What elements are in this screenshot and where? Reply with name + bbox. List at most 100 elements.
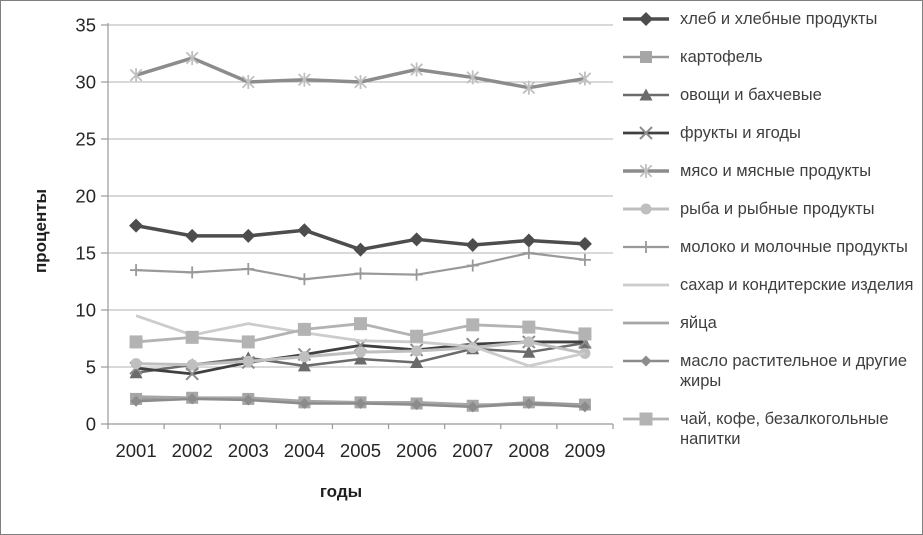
y-tick-label: 20 [75,186,96,207]
y-tick-label: 30 [75,72,96,93]
series-marker-diamond [355,397,366,409]
series-marker-diamond [467,401,479,413]
series-marker-triangle [354,352,367,365]
series-marker-square [639,412,653,426]
y-tick-label: 15 [75,243,96,264]
legend-swatch [623,88,669,101]
series-marker-square [410,329,424,343]
series-marker-asterisk [466,71,480,84]
legend-item-9: масло растительное и другие жиры [623,351,917,391]
series-marker-circle [640,203,652,215]
legend-swatch [623,164,669,178]
legend-item-0: хлеб и хлебные продукты [623,9,917,29]
series-marker-diamond [130,395,142,407]
series-marker-triangle [522,345,536,358]
series-7 [135,314,586,368]
legend-item-2: овощи и бахчевые [623,85,917,105]
x-tick-label: 2009 [564,440,605,461]
y-axis-title: проценты [31,188,50,273]
x-axis-title: годы [319,482,363,501]
series-marker-diamond [577,236,592,251]
series-marker-diamond [298,397,310,409]
series-marker-square [297,322,311,336]
legend-label: фрукты и ягоды [680,124,801,142]
legend-item-6: молоко и молочные продукты [623,237,917,257]
legend-swatch [623,355,669,367]
series-6 [130,247,591,286]
series-marker-triangle [129,366,143,379]
legend-label: овощи и бахчевые [680,86,822,104]
series-marker-diamond [521,233,536,248]
series-marker-asterisk [354,75,367,89]
series-marker-square [185,330,199,344]
legend-swatch [623,241,669,253]
series-marker-diamond [640,355,652,367]
series-marker-triangle [410,355,424,368]
series-marker-square [522,320,536,334]
x-tick-label: 2003 [228,440,269,461]
series-10 [129,317,592,349]
y-tick-label: 35 [75,15,96,36]
series-marker-diamond [409,232,424,247]
legend-swatch [623,126,669,140]
series-marker-square [640,51,652,63]
legend-swatch [623,283,669,287]
legend-label: чай, кофе, безалкогольные напитки [680,410,889,448]
legend-label: масло растительное и другие жиры [680,352,908,390]
legend-label: картофель [680,48,763,66]
series-marker-diamond [639,12,653,26]
series-marker-circle [130,358,142,370]
y-tick-label: 25 [75,129,96,150]
series-marker-triangle [639,88,653,101]
legend-label: молоко и молочные продукты [680,238,908,256]
legend-swatch [623,412,669,426]
series-line [135,314,586,368]
y-tick-label: 5 [86,357,96,378]
series-marker-diamond [186,393,198,405]
chart-legend: хлеб и хлебные продукты картофель овощи и … [623,9,917,467]
x-tick-label: 2005 [340,440,381,461]
legend-item-5: рыба и рыбные продукты [623,199,917,219]
series-marker-square [354,317,367,331]
series-marker-diamond [579,401,591,413]
series-marker-x [185,367,199,381]
series-marker-diamond [241,228,256,243]
series-0 [129,218,592,257]
legend-swatch [623,51,669,63]
legend-swatch [623,321,669,325]
legend-label: яйца [680,314,717,332]
series-marker-triangle [297,359,311,372]
series-marker-circle [411,345,423,357]
series-marker-diamond [411,399,423,411]
legend-item-10: чай, кофе, безалкогольные напитки [623,409,917,449]
legend-label: мясо и мясные продукты [680,162,872,180]
series-marker-circle [242,355,254,367]
series-marker-asterisk [185,51,199,65]
legend-label: рыба и рыбные продукты [680,200,875,218]
series-marker-asterisk [578,72,592,85]
series-marker-diamond [185,228,200,243]
legend-label: сахар и кондитерские изделия [680,276,914,294]
y-tick-label: 10 [75,300,96,321]
series-marker-asterisk [298,73,311,87]
series-marker-diamond [129,218,144,233]
y-tick-label: 0 [86,414,96,435]
legend-item-1: картофель [623,47,917,67]
series-marker-x [639,126,653,140]
x-tick-label: 2002 [172,440,213,461]
series-marker-square [466,318,480,332]
series-marker-diamond [297,223,312,238]
series-marker-diamond [465,238,480,253]
x-tick-label: 2008 [508,440,549,461]
series-marker-diamond [353,242,368,257]
legend-item-8: яйца [623,313,917,333]
legend-label: хлеб и хлебные продукты [680,10,878,28]
series-marker-asterisk [522,81,536,95]
series-marker-asterisk [241,75,255,89]
series-marker-asterisk [639,164,653,178]
series-marker-circle [355,346,366,358]
x-tick-label: 2006 [396,440,437,461]
series-marker-diamond [523,397,535,409]
series-marker-circle [298,351,310,363]
